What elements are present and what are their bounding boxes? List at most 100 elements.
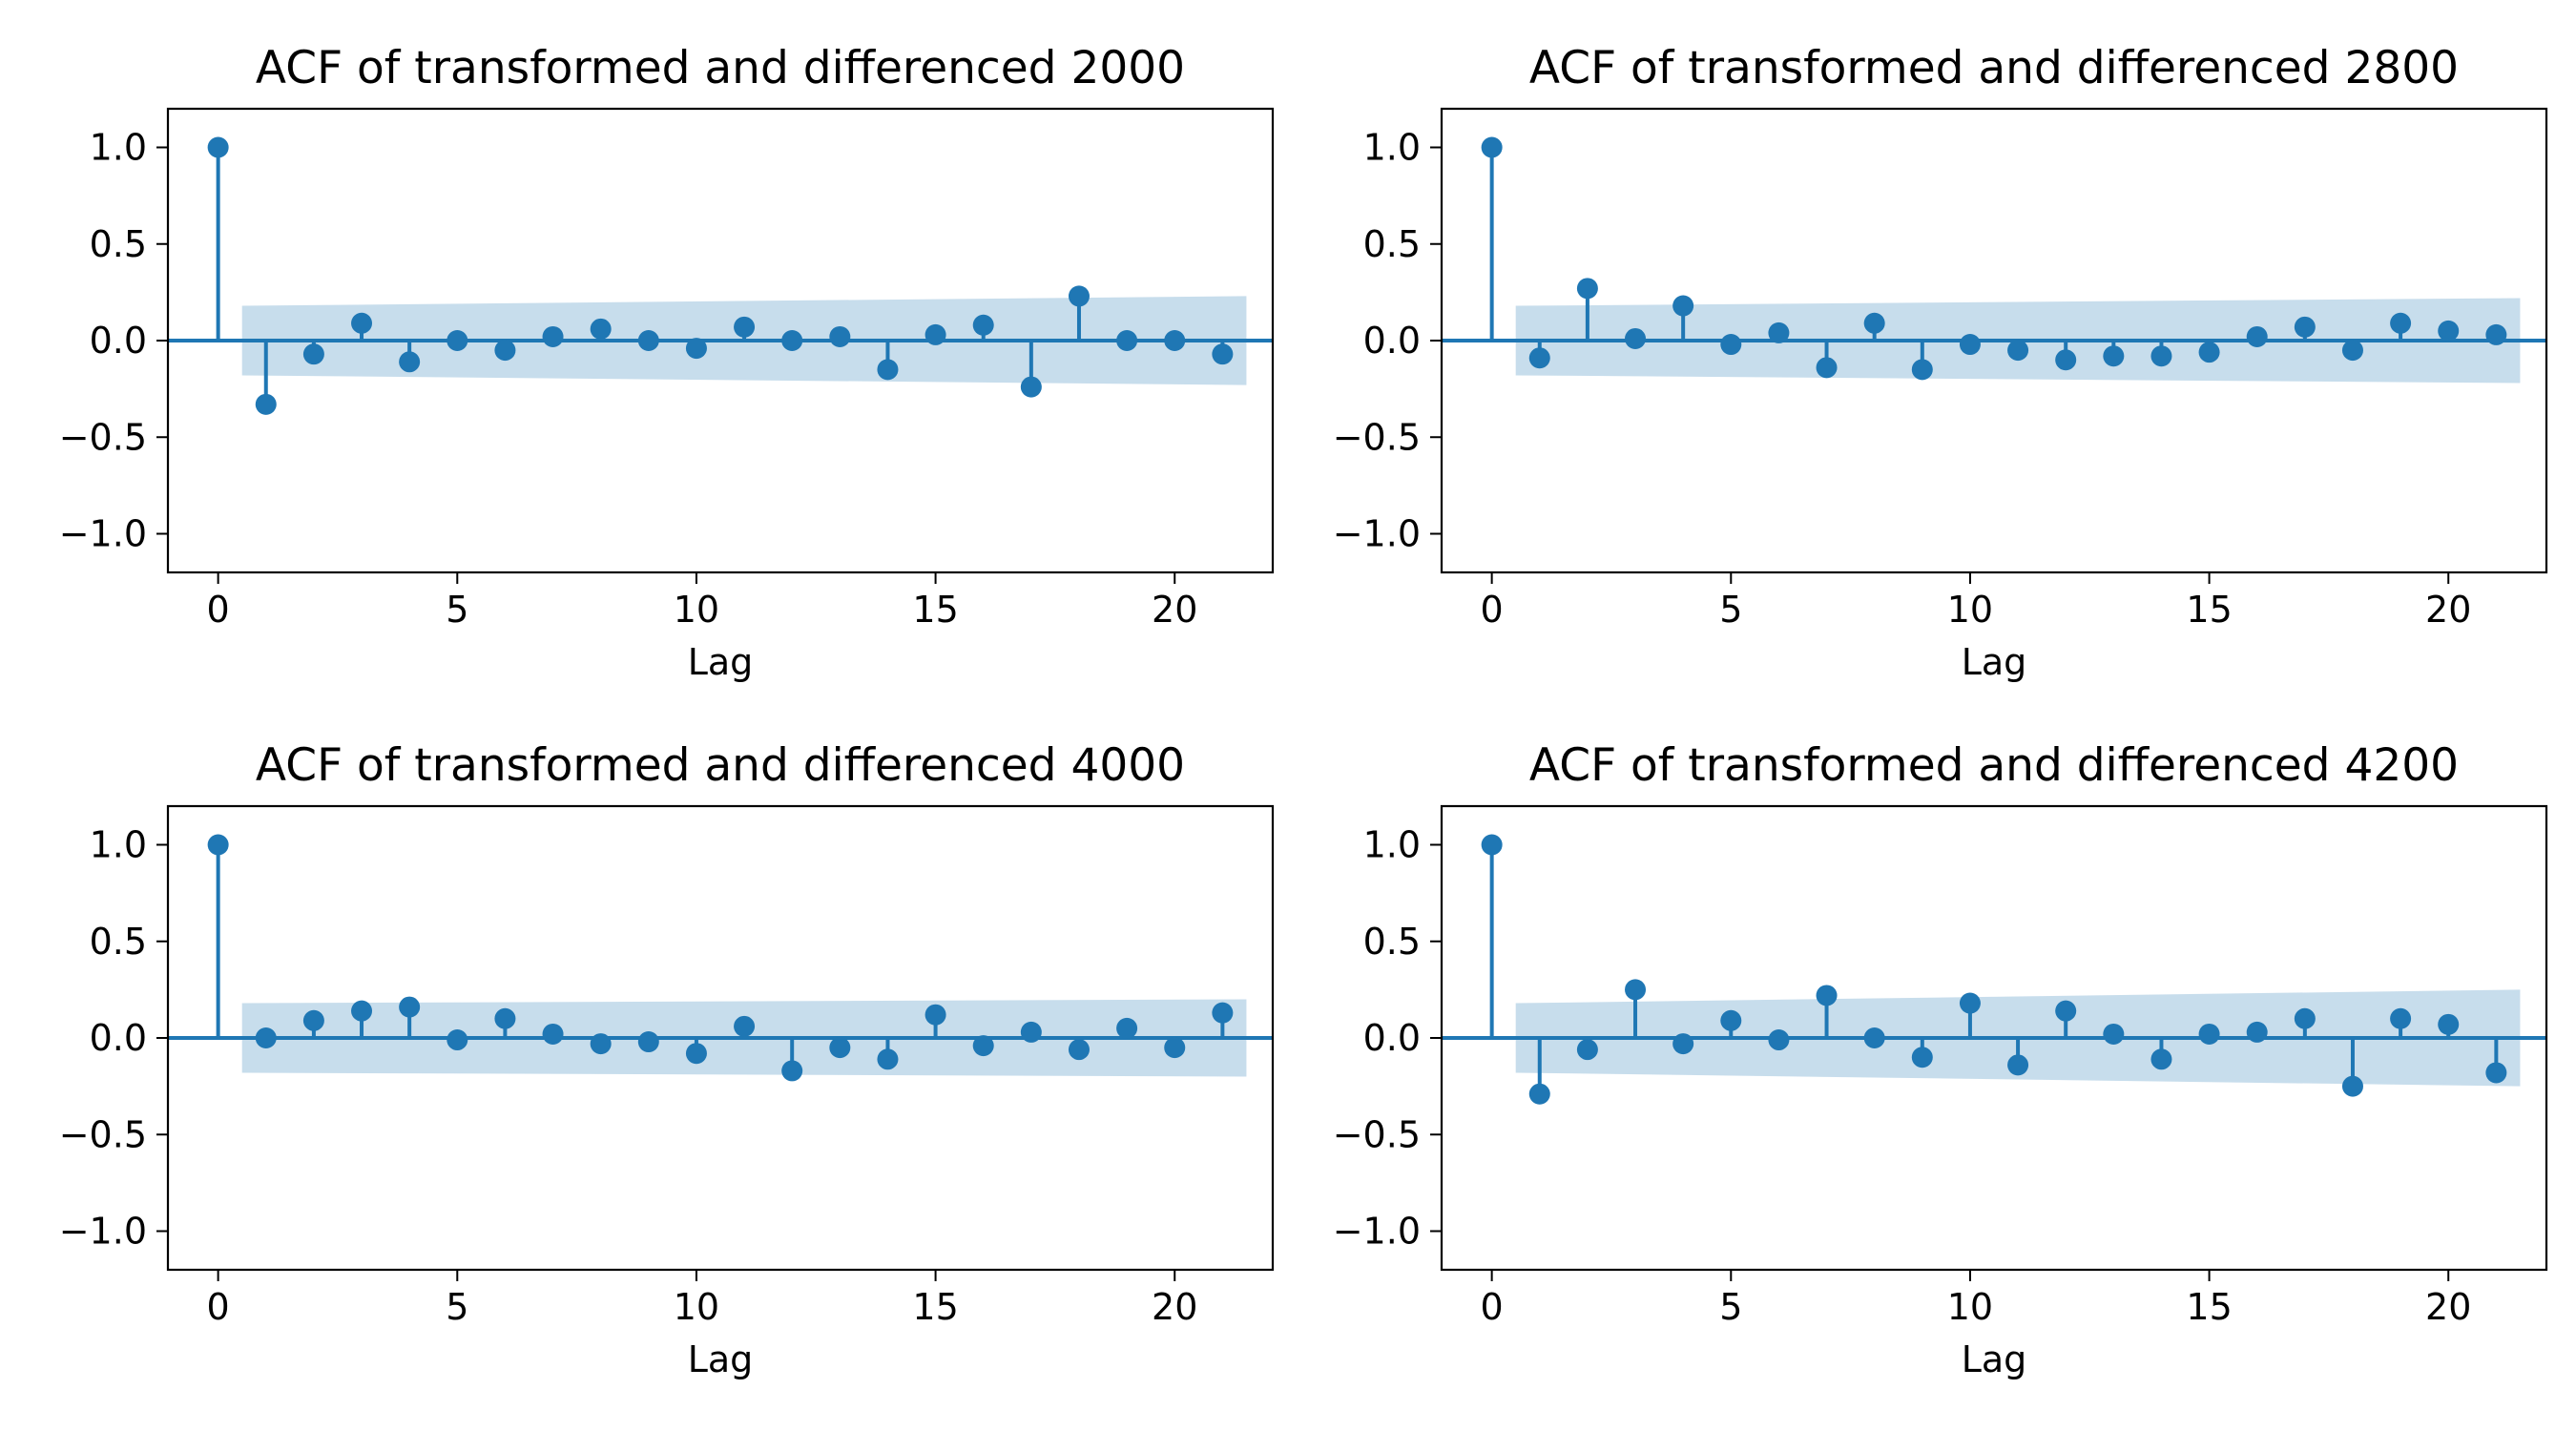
y-tick-label: 0.5: [1363, 223, 1421, 265]
acf-point-lag-5: [447, 330, 468, 351]
acf-point-lag-1: [1528, 347, 1550, 369]
y-tick-label: −0.5: [1333, 416, 1421, 458]
acf-point-lag-7: [1816, 357, 1838, 379]
y-tick-label: 0.5: [1363, 921, 1421, 963]
acf-point-lag-10: [1959, 334, 1981, 356]
x-tick-label: 5: [446, 589, 468, 631]
acf-point-lag-14: [877, 1048, 899, 1070]
acf-point-lag-17: [2294, 1007, 2316, 1029]
acf-point-lag-9: [637, 1031, 659, 1053]
acf-point-lag-0: [1481, 834, 1503, 856]
y-tick-label: 0.0: [1363, 320, 1421, 362]
x-tick-label: 10: [1947, 589, 1993, 631]
acf-point-lag-14: [2150, 345, 2172, 367]
acf-point-lag-16: [972, 314, 994, 336]
y-tick-label: −0.5: [59, 1113, 147, 1155]
acf-point-lag-20: [1164, 330, 1186, 351]
acf-point-lag-13: [2103, 1023, 2125, 1045]
x-tick-label: 20: [1152, 589, 1197, 631]
acf-point-lag-3: [351, 1000, 373, 1022]
acf-point-lag-17: [2294, 316, 2316, 338]
acf-point-lag-9: [1911, 359, 1933, 381]
acf-point-lag-15: [924, 323, 946, 345]
acf-point-lag-19: [2390, 312, 2412, 334]
acf-point-lag-3: [1625, 327, 1647, 349]
acf-point-lag-12: [781, 1060, 803, 1082]
acf-point-lag-16: [972, 1035, 994, 1057]
acf-point-lag-20: [2438, 320, 2460, 342]
y-tick-label: −0.5: [59, 416, 147, 458]
y-tick-label: −1.0: [59, 1211, 147, 1253]
acf-point-lag-0: [207, 834, 229, 856]
y-tick-label: −1.0: [59, 513, 147, 555]
panel-title: ACF of transformed and differenced 2000: [256, 42, 1185, 94]
acf-point-lag-15: [2198, 1023, 2220, 1045]
acf-point-lag-11: [734, 1015, 756, 1037]
acf-point-lag-2: [302, 1009, 324, 1031]
acf-point-lag-12: [2055, 349, 2077, 371]
acf-point-lag-18: [2341, 340, 2363, 362]
acf-point-lag-6: [1768, 1029, 1790, 1051]
x-tick-label: 5: [446, 1286, 468, 1328]
acf-point-lag-2: [1576, 1039, 1598, 1061]
x-tick-label: 20: [2425, 1286, 2471, 1328]
acf-point-lag-11: [2007, 340, 2029, 362]
acf-point-lag-15: [2198, 342, 2220, 363]
acf-point-lag-7: [542, 325, 564, 347]
acf-point-lag-21: [1212, 343, 1234, 365]
acf-panel-4: 0 5 10 15 20 −1.0 −0.5 0.0 0.5 1.0 ACF of transfor…: [1333, 739, 2548, 1380]
panel-title: ACF of transformed and differenced 4000: [256, 739, 1185, 792]
acf-point-lag-18: [2341, 1075, 2363, 1097]
acf-point-lag-17: [1020, 1021, 1042, 1043]
x-tick-label: 20: [1152, 1286, 1197, 1328]
acf-point-lag-8: [1863, 1027, 1885, 1048]
x-tick-label: 10: [674, 1286, 719, 1328]
y-tick-label: 1.0: [1363, 127, 1421, 169]
y-tick-label: 1.0: [90, 824, 147, 866]
acf-point-lag-4: [399, 351, 421, 373]
acf-point-lag-5: [1720, 1009, 1742, 1031]
acf-point-lag-6: [494, 340, 516, 362]
acf-point-lag-12: [2055, 1000, 2077, 1022]
acf-point-lag-3: [1625, 979, 1647, 1001]
x-tick-label: 0: [207, 589, 230, 631]
x-tick-label: 15: [2186, 589, 2232, 631]
x-axis-label: Lag: [688, 641, 754, 683]
acf-point-lag-6: [494, 1007, 516, 1029]
acf-point-lag-18: [1068, 1039, 1090, 1061]
panel-title: ACF of transformed and differenced 2800: [1529, 42, 2459, 94]
y-tick-label: 0.0: [1363, 1017, 1421, 1059]
y-tick-label: −1.0: [1333, 513, 1421, 555]
acf-point-lag-16: [2246, 1021, 2268, 1043]
acf-point-lag-20: [1164, 1037, 1186, 1059]
acf-point-lag-7: [542, 1023, 564, 1045]
acf-point-lag-4: [1672, 1033, 1694, 1055]
acf-point-lag-4: [399, 996, 421, 1018]
x-tick-label: 15: [912, 1286, 958, 1328]
acf-point-lag-17: [1020, 376, 1042, 398]
acf-point-lag-8: [1863, 312, 1885, 334]
acf-point-lag-7: [1816, 985, 1838, 1006]
x-tick-label: 20: [2425, 589, 2471, 631]
acf-point-lag-10: [685, 338, 707, 360]
acf-point-lag-15: [924, 1004, 946, 1026]
acf-point-lag-11: [734, 316, 756, 338]
acf-point-lag-21: [2485, 1062, 2507, 1084]
acf-point-lag-19: [1116, 1017, 1138, 1039]
x-tick-label: 5: [1719, 589, 1742, 631]
acf-panel-2: 0 5 10 15 20 −1.0 −0.5 0.0 0.5 1.0 ACF of transfor…: [1333, 42, 2548, 683]
x-tick-label: 15: [2186, 1286, 2232, 1328]
y-tick-label: 0.5: [90, 223, 147, 265]
y-tick-label: 0.0: [90, 1017, 147, 1059]
x-tick-label: 5: [1719, 1286, 1742, 1328]
acf-point-lag-18: [1068, 285, 1090, 307]
acf-point-lag-2: [302, 343, 324, 365]
acf-point-lag-1: [255, 1027, 277, 1048]
acf-point-lag-11: [2007, 1054, 2029, 1076]
acf-point-lag-1: [1528, 1083, 1550, 1105]
acf-point-lag-12: [781, 330, 803, 351]
x-axis-label: Lag: [1962, 1338, 2027, 1380]
y-tick-label: 0.0: [90, 320, 147, 362]
y-tick-label: 1.0: [1363, 824, 1421, 866]
acf-point-lag-2: [1576, 278, 1598, 300]
